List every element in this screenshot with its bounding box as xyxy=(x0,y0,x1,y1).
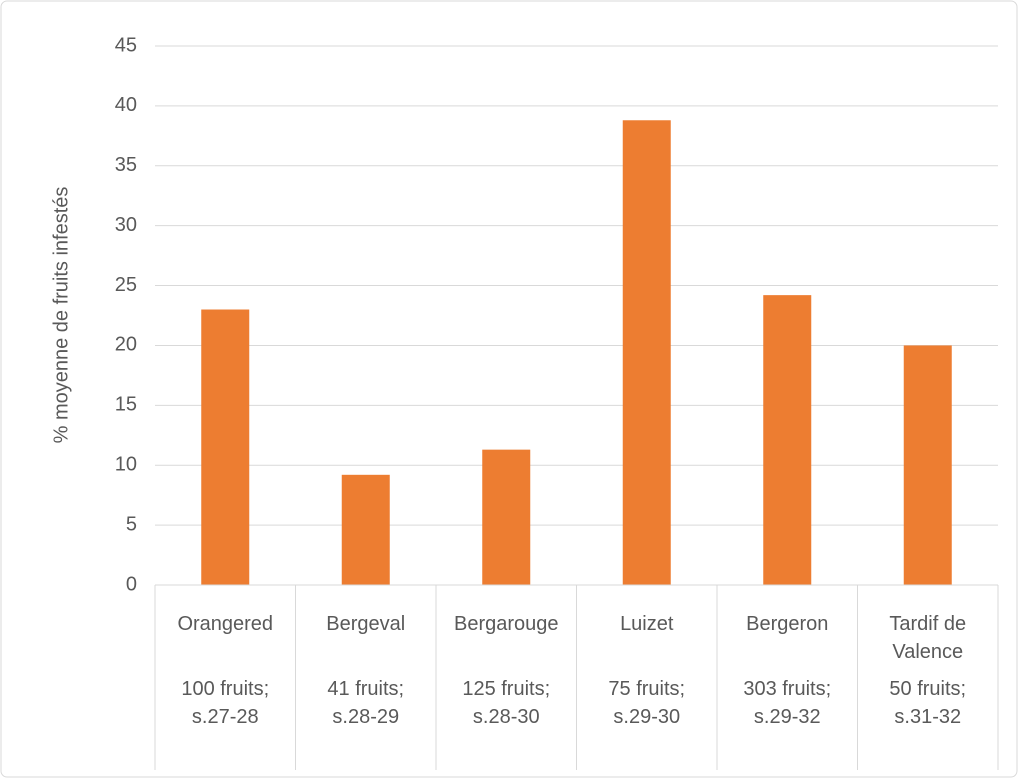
bar xyxy=(903,345,952,585)
x-tick-label: Tardif de Valence xyxy=(889,613,966,663)
x-tick-label: Bergarouge xyxy=(454,613,559,635)
bar xyxy=(622,120,671,586)
category-note: 100 fruits; s.27-28 xyxy=(181,678,269,728)
bar xyxy=(763,295,812,585)
y-tick-label: 35 xyxy=(115,154,137,176)
y-tick-label: 40 xyxy=(115,94,137,116)
bar xyxy=(201,309,250,585)
y-tick-label: 25 xyxy=(115,274,137,296)
y-tick-label: 15 xyxy=(115,394,137,416)
category-note: 75 fruits; s.29-30 xyxy=(608,678,685,728)
y-tick-label: 0 xyxy=(126,573,137,595)
y-tick-label: 10 xyxy=(115,454,137,476)
y-tick-label: 30 xyxy=(115,214,137,236)
y-tick-label: 45 xyxy=(115,34,137,56)
x-tick-label: Orangered xyxy=(177,613,273,635)
y-axis-title: % moyenne de fruits infestés xyxy=(50,187,72,444)
x-tick-label: Bergeval xyxy=(326,613,405,635)
x-tick-label: Bergeron xyxy=(746,613,828,635)
bar xyxy=(341,474,390,585)
bar xyxy=(482,449,531,585)
y-tick-label: 20 xyxy=(115,334,137,356)
category-note: 50 fruits; s.31-32 xyxy=(889,678,966,728)
x-tick-label: Luizet xyxy=(620,613,674,635)
y-tick-label: 5 xyxy=(126,513,137,535)
category-note: 41 fruits; s.28-29 xyxy=(327,678,404,728)
category-note: 125 fruits; s.28-30 xyxy=(462,678,550,728)
category-note: 303 fruits; s.29-32 xyxy=(743,678,831,728)
